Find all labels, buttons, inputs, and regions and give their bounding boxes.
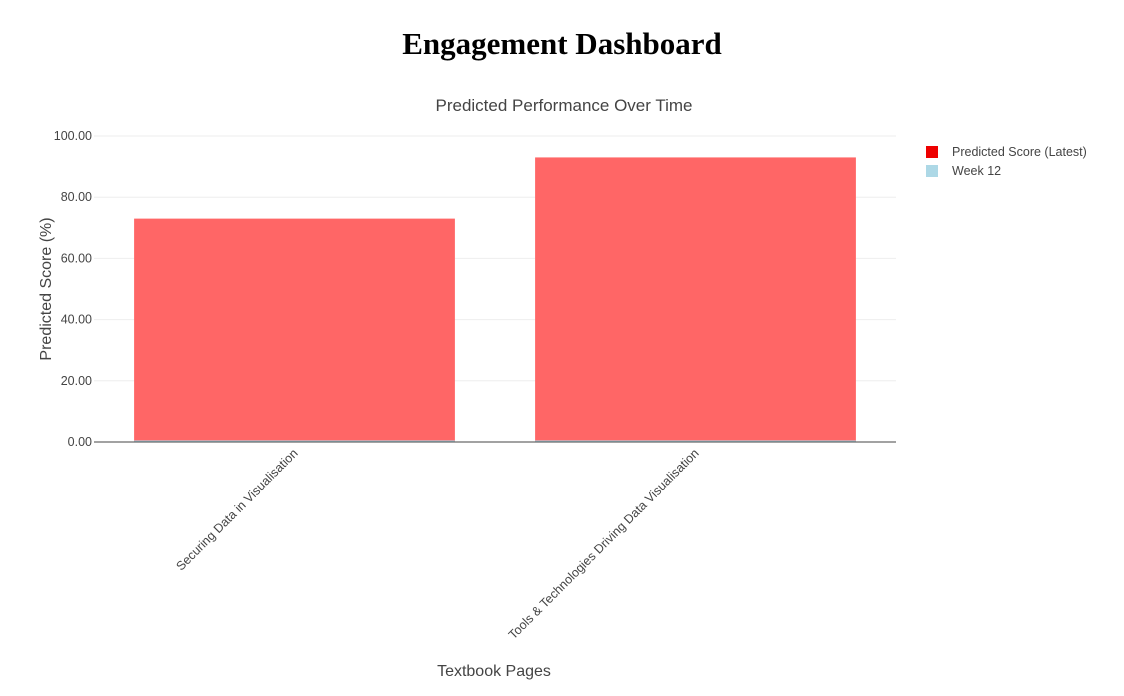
x-tick-label: Securing Data in Visualisation [173, 446, 300, 573]
y-axis-title: Predicted Score (%) [38, 217, 55, 360]
bar-week-12[interactable] [535, 440, 856, 442]
bars [134, 157, 856, 443]
y-tick-label: 40.00 [61, 313, 92, 327]
y-tick-label: 60.00 [61, 251, 92, 265]
bar-predicted[interactable] [134, 218, 455, 442]
x-tick-label: Tools & Technologies Driving Data Visual… [506, 446, 702, 642]
chart-legend: Predicted Score (Latest) Week 12 [926, 142, 1087, 180]
bar-week-12[interactable] [134, 440, 455, 442]
y-tick-label: 20.00 [61, 374, 92, 388]
legend-swatch [926, 164, 938, 177]
x-axis-title: Textbook Pages [437, 663, 551, 680]
legend-swatch [926, 145, 938, 158]
y-tick-label: 80.00 [61, 190, 92, 204]
legend-item[interactable]: Week 12 [926, 161, 1087, 180]
bar-predicted[interactable] [535, 157, 856, 443]
page-title: Engagement Dashboard [402, 26, 722, 61]
y-tick-label: 100.00 [54, 129, 92, 143]
legend-item[interactable]: Predicted Score (Latest) [926, 142, 1087, 161]
y-tick-label: 0.00 [68, 435, 92, 449]
legend-label: Week 12 [952, 163, 1002, 178]
chart-title: Predicted Performance Over Time [436, 96, 693, 115]
legend-label: Predicted Score (Latest) [952, 144, 1087, 159]
